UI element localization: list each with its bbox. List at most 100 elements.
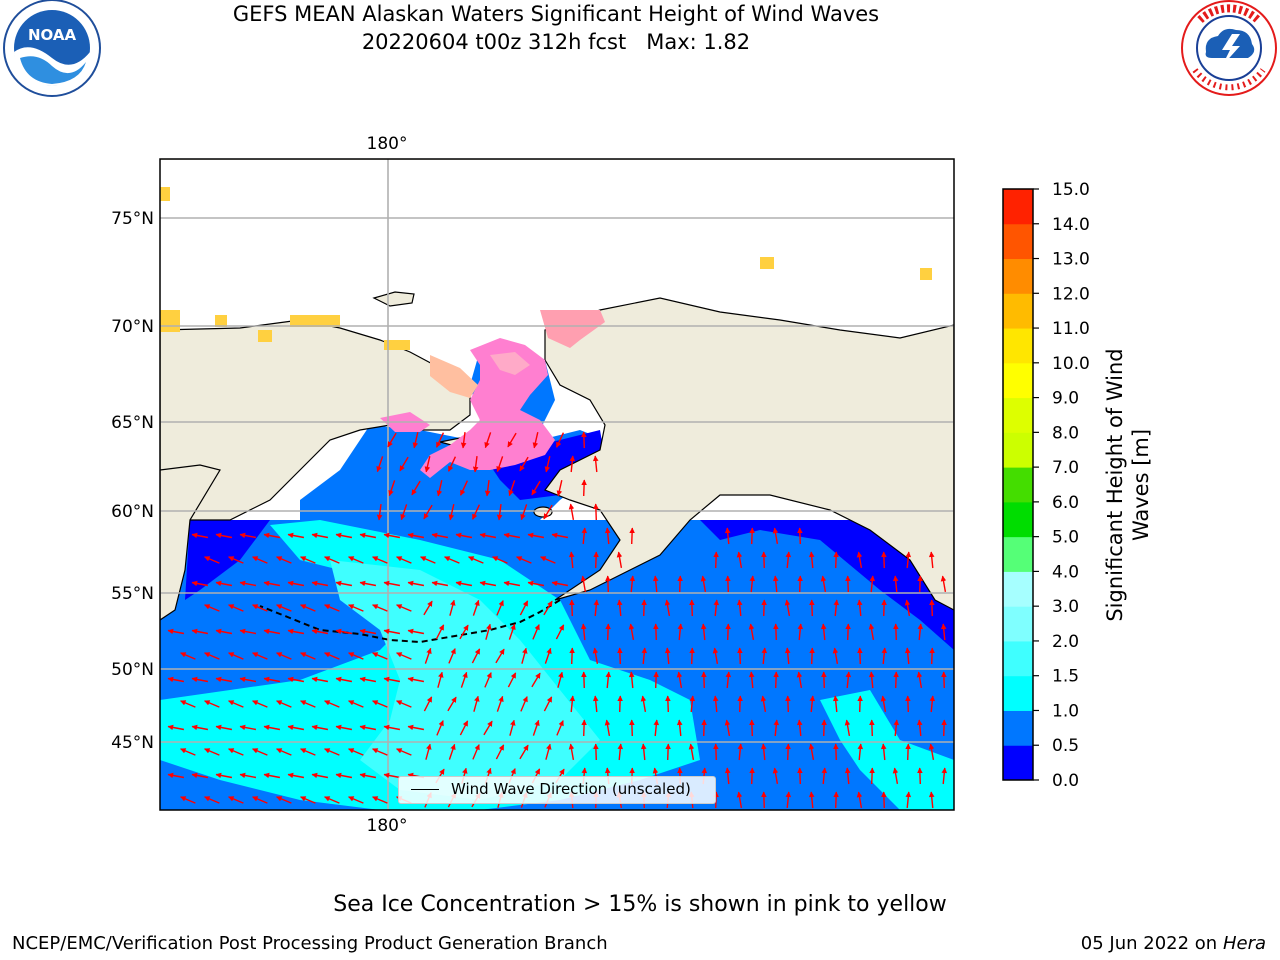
wind-arrow (239, 724, 257, 731)
wind-arrow (167, 724, 185, 731)
wind-arrow (276, 796, 292, 804)
wind-arrow (736, 791, 743, 809)
wind-arrow (263, 676, 281, 683)
colorbar-segment (1003, 223, 1033, 260)
colorbar-tick-label: 7.0 (1052, 458, 1079, 478)
wind-arrow (507, 672, 517, 688)
wind-arrow (372, 700, 388, 708)
wind-arrow (507, 432, 517, 448)
colorbar-tick-label: 2.0 (1052, 632, 1079, 652)
wind-arrow (383, 628, 401, 635)
colorbar-tick-label: 15.0 (1052, 180, 1090, 200)
wind-arrow (700, 623, 707, 641)
wind-arrow (845, 671, 852, 689)
wind-arrow (396, 700, 412, 708)
wind-arrow (324, 748, 340, 756)
sea-ice-floe-4 (384, 340, 410, 350)
wind-arrow (797, 575, 803, 593)
wind-arrow (435, 624, 445, 640)
sea-ice-chukchi (420, 338, 555, 478)
sea-ice-siberian-coast-2 (215, 315, 227, 327)
wind-arrow (372, 796, 388, 804)
colorbar-tick-label: 14.0 (1052, 215, 1090, 235)
wind-arrow (252, 796, 268, 804)
wind-arrow (359, 676, 377, 683)
wind-arrow (905, 551, 912, 569)
wind-arrow (228, 652, 244, 660)
wind-arrow (252, 556, 268, 564)
wind-arrow (749, 767, 755, 785)
wind-arrow (797, 623, 804, 641)
wind-arrow (447, 696, 457, 712)
wind-arrow (359, 532, 377, 539)
lat-label-45: 45°N (111, 733, 154, 753)
wind-arrow (881, 647, 888, 665)
wind-arrow (760, 695, 767, 713)
map-frame (159, 158, 955, 811)
wind-arrow (868, 623, 875, 641)
wind-arrow (748, 671, 755, 689)
wind-arrow (348, 700, 364, 708)
wind-arrow (311, 724, 329, 731)
wind-arrow (941, 671, 947, 689)
wind-arrow (448, 743, 456, 760)
wind-arrow (689, 695, 696, 713)
wind-arrow (459, 720, 469, 736)
wind-arrow (228, 700, 244, 708)
wind-arrow (252, 604, 268, 612)
wind-arrow (737, 695, 743, 713)
wind-arrow (496, 695, 504, 712)
wind-arrow (856, 599, 863, 617)
wind-arrow (725, 575, 731, 593)
wind-arrow (531, 672, 541, 688)
wind-arrow (820, 623, 827, 641)
wind-arrow (300, 796, 316, 804)
wind-arrow (881, 551, 887, 569)
colorbar-segment (1003, 293, 1033, 329)
wind-arrow (749, 527, 755, 545)
wind-arrow (444, 556, 460, 564)
lon-label-bottom: 180° (367, 816, 408, 836)
wind-arrow (892, 767, 899, 785)
wind-arrow (180, 796, 196, 804)
wind-arrow (772, 527, 779, 545)
wind-arrow (496, 600, 504, 616)
wind-arrow (496, 504, 503, 521)
colorbar-segment (1003, 640, 1033, 677)
wind-arrow (544, 647, 552, 664)
wind-arrow (503, 580, 521, 587)
wind-arrow (228, 556, 244, 564)
wind-arrow (821, 671, 827, 689)
wind-arrow (527, 580, 545, 587)
wind-arrow (239, 532, 257, 539)
wind-arrow (773, 671, 779, 689)
wind-arrow (376, 456, 384, 473)
wind-arrow (905, 743, 911, 761)
wind-arrow (180, 748, 196, 756)
wind-arrow (348, 796, 364, 804)
wind-arrow (540, 556, 556, 564)
wind-arrow (300, 700, 316, 708)
wind-arrow (407, 724, 425, 731)
wind-arrow (833, 551, 839, 569)
wind-arrow (399, 456, 409, 472)
wind-arrow (593, 743, 599, 761)
wind-arrow (479, 532, 497, 539)
wind-arrow (581, 479, 587, 497)
wind-arrow (857, 647, 863, 665)
wind-arrow (484, 480, 491, 497)
wind-arrow (725, 671, 732, 689)
wind-arrow (676, 719, 683, 737)
kamchatka-land (160, 464, 221, 621)
wind-arrow (616, 551, 623, 569)
wind-arrow (180, 700, 196, 708)
wind-arrow (893, 671, 899, 689)
colorbar-tick-label: 6.0 (1052, 493, 1079, 513)
wind-arrow (772, 575, 779, 593)
wind-arrow (383, 532, 401, 539)
wind-arrow (531, 480, 541, 496)
wind-arrow (616, 599, 623, 617)
wind-arrow (737, 743, 744, 761)
wind-arrow (324, 556, 340, 564)
wind-arrow (581, 671, 587, 689)
